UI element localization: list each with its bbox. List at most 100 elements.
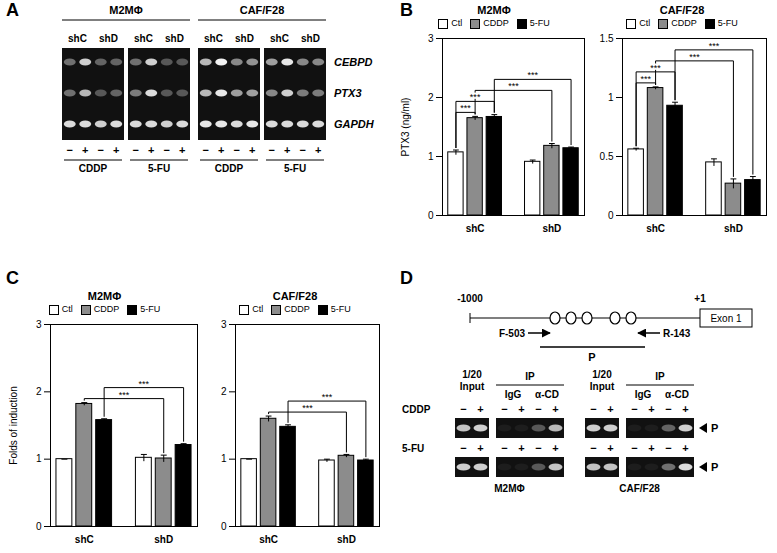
svg-text:F-503: F-503 (499, 328, 526, 339)
svg-text:α-CD: α-CD (535, 389, 559, 400)
svg-text:5-FU: 5-FU (148, 163, 170, 174)
svg-text:+1: +1 (694, 293, 706, 304)
svg-text:shD: shD (99, 33, 118, 44)
svg-text:0: 0 (428, 210, 434, 221)
svg-text:Input: Input (460, 381, 485, 392)
svg-text:1: 1 (36, 453, 42, 464)
svg-text:2: 2 (428, 92, 434, 103)
svg-text:-1000: -1000 (457, 293, 483, 304)
svg-text:−: − (535, 403, 541, 415)
svg-text:CDDP: CDDP (215, 163, 244, 174)
svg-text:0: 0 (36, 521, 42, 532)
svg-text:shD: shD (724, 223, 743, 234)
svg-text:+: + (518, 403, 524, 415)
svg-text:***: *** (322, 392, 333, 402)
svg-text:+: + (648, 403, 654, 415)
svg-text:+: + (477, 442, 483, 454)
svg-text:***: *** (650, 63, 661, 73)
svg-text:A: A (6, 0, 19, 20)
svg-text:+: + (82, 144, 88, 156)
svg-text:+: + (218, 144, 224, 156)
svg-text:+: + (682, 403, 688, 415)
svg-text:−: − (234, 144, 240, 156)
svg-text:***: *** (689, 52, 700, 62)
svg-text:+: + (607, 442, 613, 454)
svg-text:shC: shC (646, 223, 665, 234)
svg-text:−: − (460, 442, 466, 454)
svg-text:shD: shD (542, 223, 561, 234)
svg-text:3: 3 (428, 33, 434, 44)
svg-text:−: − (665, 442, 671, 454)
svg-text:+: + (518, 442, 524, 454)
svg-text:5-FU: 5-FU (284, 163, 306, 174)
svg-text:1.5: 1.5 (600, 33, 614, 44)
svg-text:1/20: 1/20 (462, 369, 482, 380)
svg-text:+: + (113, 144, 119, 156)
svg-text:IgG: IgG (635, 389, 652, 400)
svg-text:−: − (501, 442, 507, 454)
svg-text:−: − (631, 403, 637, 415)
svg-text:−: − (269, 144, 275, 156)
svg-text:shC: shC (259, 534, 278, 545)
svg-text:+: + (552, 403, 558, 415)
svg-text:1: 1 (608, 92, 614, 103)
svg-text:shC: shC (134, 33, 153, 44)
svg-text:shD: shD (154, 534, 173, 545)
svg-text:0.5: 0.5 (600, 151, 614, 162)
svg-text:α-CD: α-CD (665, 389, 689, 400)
svg-text:−: − (631, 442, 637, 454)
svg-text:Exon 1: Exon 1 (710, 313, 742, 324)
svg-text:+: + (552, 442, 558, 454)
svg-text:shC: shC (75, 534, 94, 545)
svg-text:Input: Input (590, 381, 615, 392)
svg-text:IgG: IgG (505, 389, 522, 400)
svg-text:***: *** (527, 70, 538, 80)
svg-text:IP: IP (655, 371, 665, 382)
svg-text:shC: shC (270, 33, 289, 44)
svg-text:IP: IP (525, 371, 535, 382)
svg-text:0: 0 (221, 521, 227, 532)
svg-text:−: − (67, 144, 73, 156)
svg-text:M2MΦ: M2MΦ (494, 483, 524, 494)
svg-text:1/20: 1/20 (592, 369, 612, 380)
svg-text:+: + (648, 442, 654, 454)
svg-text:GAPDH: GAPDH (334, 118, 375, 130)
svg-text:shC: shC (466, 223, 485, 234)
svg-text:P: P (588, 351, 595, 363)
svg-text:+: + (249, 144, 255, 156)
svg-text:2: 2 (36, 386, 42, 397)
svg-text:shC: shC (68, 33, 87, 44)
svg-text:***: *** (709, 41, 720, 51)
svg-text:0: 0 (608, 210, 614, 221)
svg-text:Folds of induction: Folds of induction (8, 386, 19, 464)
svg-text:+: + (179, 144, 185, 156)
svg-text:−: − (590, 403, 596, 415)
svg-text:−: − (98, 144, 104, 156)
svg-text:shD: shD (165, 33, 184, 44)
svg-text:shC: shC (204, 33, 223, 44)
svg-text:−: − (300, 144, 306, 156)
svg-text:***: *** (641, 74, 652, 84)
svg-text:shD: shD (301, 33, 320, 44)
svg-text:+: + (315, 144, 321, 156)
svg-text:−: − (164, 144, 170, 156)
svg-text:+: + (148, 144, 154, 156)
svg-text:CAF/F28: CAF/F28 (619, 483, 660, 494)
svg-text:M2MΦ: M2MΦ (109, 4, 142, 16)
svg-text:C: C (6, 268, 19, 288)
svg-text:shD: shD (337, 534, 356, 545)
svg-text:+: + (682, 442, 688, 454)
svg-text:−: − (501, 403, 507, 415)
svg-text:shD: shD (235, 33, 254, 44)
svg-text:+: + (477, 403, 483, 415)
svg-text:***: *** (302, 403, 313, 413)
svg-text:D: D (400, 268, 413, 288)
svg-text:***: *** (508, 81, 519, 91)
svg-text:1: 1 (428, 151, 434, 162)
svg-text:−: − (133, 144, 139, 156)
svg-text:CDDP: CDDP (79, 163, 108, 174)
svg-text:−: − (535, 442, 541, 454)
svg-text:CEBPD: CEBPD (334, 56, 373, 68)
svg-text:+: + (607, 403, 613, 415)
svg-text:***: *** (470, 92, 481, 102)
